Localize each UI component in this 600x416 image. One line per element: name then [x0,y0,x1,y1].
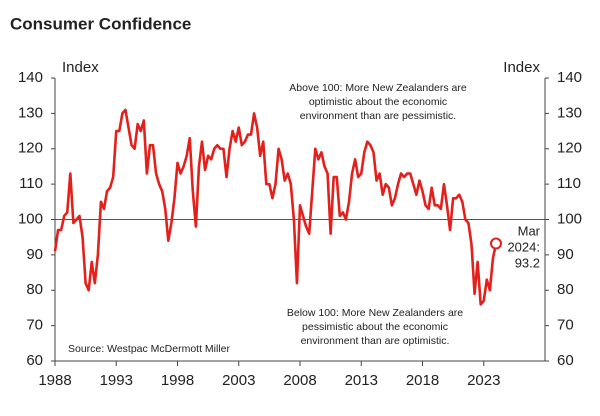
latest-marker [490,237,502,250]
x-tick-label: 1993 [100,372,133,389]
annotation: optimistic about the economic [309,96,447,108]
y2-tick-label: 120 [557,140,582,157]
x-tick-label: 1998 [161,372,194,389]
latest-label: 2024: [507,239,540,254]
annotation: Above 100: More New Zealanders are [289,82,467,94]
annotation: environment than are optimistic. [301,335,450,347]
chart-title: Consumer Confidence [10,14,191,33]
x-tick-label: 2003 [222,372,255,389]
y2-tick-label: 60 [557,352,574,369]
y2-tick-label: 110 [557,175,581,192]
x-tick-label: 1988 [38,372,71,389]
annotation: environment than are pessimistic. [300,110,456,122]
y-tick-label: 90 [26,246,43,263]
x-tick-label: 2013 [345,372,378,389]
y-tick-label: 80 [26,281,43,298]
x-tick-label: 2018 [406,372,439,389]
y-tick-label: 100 [18,210,43,227]
y-tick-label: 110 [19,175,43,192]
y2-tick-label: 140 [557,69,582,86]
y-tick-label: 70 [26,317,43,334]
y2-tick-label: 70 [557,317,574,334]
y2-tick-label: 100 [557,210,582,227]
x-tick-label: 2023 [467,372,500,389]
y-axis-label: Index [62,59,99,76]
y-tick-label: 140 [18,69,43,86]
annotation: Below 100: More New Zealanders are [287,307,463,319]
latest-label: Mar [518,223,541,238]
y2-axis-label: Index [503,59,540,76]
y-tick-label: 130 [18,104,43,121]
annotation: pessimistic about the economic [302,321,448,333]
y-tick-label: 60 [26,352,43,369]
y-tick-label: 120 [18,140,43,157]
data-line [53,108,498,306]
y2-tick-label: 90 [557,246,574,263]
source: Source: Westpac McDermott Miller [68,343,231,355]
y2-tick-label: 80 [557,281,574,298]
y2-tick-label: 130 [557,104,582,121]
latest-value: 93.2 [515,255,540,270]
x-tick-label: 2008 [283,372,316,389]
